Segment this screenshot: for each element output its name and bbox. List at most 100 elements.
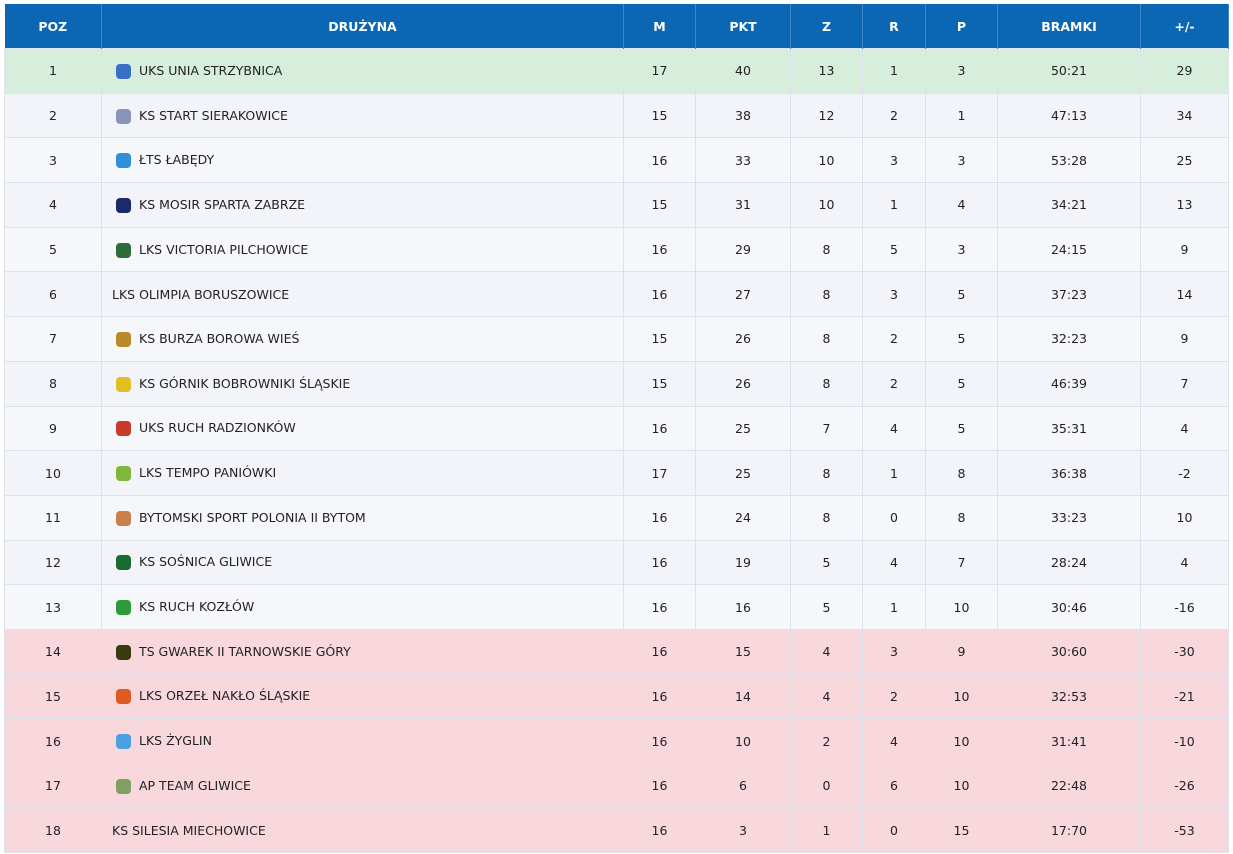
team-name[interactable]: KS MOSIR SPARTA ZABRZE — [139, 196, 306, 212]
stat-cell: 10 — [695, 718, 791, 764]
team-cell: KS MOSIR SPARTA ZABRZE — [101, 182, 624, 228]
column-header[interactable]: BRAMKI — [997, 4, 1141, 49]
stat-cell: 28:24 — [997, 539, 1141, 586]
stat-cell: 14 — [1140, 271, 1229, 318]
stat-cell: 10 — [925, 673, 998, 720]
stat-cell: 0 — [862, 494, 926, 541]
stat-cell: 4 — [1140, 405, 1229, 452]
stat-cell: 8 — [790, 316, 863, 362]
stat-cell: 6 — [4, 271, 102, 318]
team-row[interactable]: 7 KS BURZA BOROWA WIEŚ 15 26 8 2 5 32:23 9 — [4, 316, 1229, 362]
stat-cell: 1 — [925, 92, 998, 139]
stat-cell: 27 — [695, 271, 791, 318]
team-row[interactable]: 14 TS GWAREK II TARNOWSKIE GÓRY 16 15 4 3 9 30:… — [4, 628, 1229, 675]
column-header[interactable]: M — [623, 4, 696, 49]
team-row[interactable]: 13 KS RUCH KOZŁÓW 16 16 5 1 10 30:46 -16 — [4, 584, 1229, 630]
team-row[interactable]: 5 LKS VICTORIA PILCHOWICE 16 29 8 5 3 24:15 9 — [4, 226, 1229, 273]
team-name[interactable]: KS SOŚNICA GLIWICE — [139, 554, 273, 570]
stat-cell: 15 — [4, 673, 102, 720]
stat-cell: 14 — [4, 628, 102, 675]
stat-cell: 13 — [1140, 182, 1229, 228]
stat-cell: 16 — [623, 807, 696, 854]
team-row[interactable]: 4 KS MOSIR SPARTA ZABRZE 15 31 10 1 4 34:21 13 — [4, 182, 1229, 228]
team-logo — [116, 421, 131, 437]
team-row[interactable]: 2 KS START SIERAKOWICE 15 38 12 2 1 47:13 34 — [4, 92, 1229, 139]
team-logo — [116, 108, 131, 124]
stat-cell: 5 — [925, 405, 998, 452]
stat-cell: 15 — [623, 92, 696, 139]
stat-cell: 9 — [1140, 316, 1229, 362]
team-name[interactable]: UKS RUCH RADZIONKÓW — [139, 420, 296, 436]
stat-cell: 3 — [862, 137, 926, 184]
team-name[interactable]: BYTOMSKI SPORT POLONIA II BYTOM — [139, 509, 366, 525]
stat-cell: 5 — [925, 316, 998, 362]
team-row[interactable]: 1 UKS UNIA STRZYBNICA 17 40 13 1 3 50:21 29 — [4, 48, 1229, 94]
stat-cell: 1 — [862, 450, 926, 496]
team-name[interactable]: UKS UNIA STRZYBNICA — [139, 62, 283, 78]
team-name[interactable]: LKS TEMPO PANIÓWKI — [139, 465, 277, 481]
team-name[interactable]: LKS VICTORIA PILCHOWICE — [139, 241, 309, 257]
stat-cell: -21 — [1140, 673, 1229, 720]
stat-cell: 15 — [623, 316, 696, 362]
team-cell: LKS OLIMPIA BORUSZOWICE — [101, 271, 624, 318]
team-row[interactable]: 12 KS SOŚNICA GLIWICE 16 19 5 4 7 28:24 4 — [4, 539, 1229, 586]
stat-cell: 3 — [925, 48, 998, 94]
team-row[interactable]: 3 ŁTS ŁABĘDY 16 33 10 3 3 53:28 25 — [4, 137, 1229, 184]
column-header[interactable]: P — [925, 4, 998, 49]
stat-cell: 37:23 — [997, 271, 1141, 318]
stat-cell: 5 — [790, 584, 863, 630]
stat-cell: 3 — [695, 807, 791, 854]
column-header[interactable]: PKT — [695, 4, 791, 49]
stat-cell: 50:21 — [997, 48, 1141, 94]
stat-cell: -30 — [1140, 628, 1229, 675]
stat-cell: 8 — [4, 360, 102, 407]
team-name[interactable]: KS GÓRNIK BOBROWNIKI ŚLĄSKIE — [139, 375, 351, 391]
team-name[interactable]: KS SILESIA MIECHOWICE — [112, 823, 266, 839]
stat-cell: 26 — [695, 360, 791, 407]
team-row[interactable]: 6 LKS OLIMPIA BORUSZOWICE 16 27 8 3 5 37:23 14 — [4, 271, 1229, 318]
stat-cell: 1 — [862, 584, 926, 630]
stat-cell: 34:21 — [997, 182, 1141, 228]
column-header[interactable]: POZ — [4, 4, 102, 49]
team-logo — [116, 466, 131, 482]
stat-cell: -53 — [1140, 807, 1229, 854]
team-name[interactable]: KS START SIERAKOWICE — [139, 107, 288, 123]
column-header[interactable]: DRUŻYNA — [101, 4, 624, 49]
team-row[interactable]: 16 LKS ŻYGLIN 16 10 2 4 10 31:41 -10 — [4, 718, 1229, 764]
team-logo — [116, 376, 131, 392]
column-header[interactable]: Z — [790, 4, 863, 49]
team-name[interactable]: LKS ORZEŁ NAKŁO ŚLĄSKIE — [139, 688, 311, 704]
team-cell: TS GWAREK II TARNOWSKIE GÓRY — [101, 628, 624, 675]
team-row[interactable]: 10 LKS TEMPO PANIÓWKI 17 25 8 1 8 36:38 -2 — [4, 450, 1229, 496]
stat-cell: 16 — [623, 405, 696, 452]
stat-cell: 8 — [790, 450, 863, 496]
stat-cell: 16 — [623, 763, 696, 809]
team-name[interactable]: AP TEAM GLIWICE — [139, 777, 251, 793]
team-name[interactable]: KS RUCH KOZŁÓW — [139, 599, 255, 615]
stat-cell: 29 — [1140, 48, 1229, 94]
team-name[interactable]: TS GWAREK II TARNOWSKIE GÓRY — [139, 643, 351, 659]
stat-cell: 1 — [862, 48, 926, 94]
stat-cell: 1 — [862, 182, 926, 228]
stat-cell: 10 — [925, 763, 998, 809]
team-name[interactable]: KS BURZA BOROWA WIEŚ — [139, 330, 300, 346]
team-row[interactable]: 15 LKS ORZEŁ NAKŁO ŚLĄSKIE 16 14 4 2 10 32:53 -2… — [4, 673, 1229, 720]
team-row[interactable]: 8 KS GÓRNIK BOBROWNIKI ŚLĄSKIE 15 26 8 2 5 46:3… — [4, 360, 1229, 407]
stat-cell: -2 — [1140, 450, 1229, 496]
stat-cell: 7 — [925, 539, 998, 586]
stat-cell: 15 — [623, 182, 696, 228]
stat-cell: 16 — [623, 539, 696, 586]
team-row[interactable]: 9 UKS RUCH RADZIONKÓW 16 25 7 4 5 35:31 4 — [4, 405, 1229, 452]
stat-cell: 10 — [925, 718, 998, 764]
stat-cell: 7 — [4, 316, 102, 362]
team-name[interactable]: LKS ŻYGLIN — [139, 733, 212, 749]
team-row[interactable]: 11 BYTOMSKI SPORT POLONIA II BYTOM 16 24 8 0 8… — [4, 494, 1229, 541]
team-name[interactable]: ŁTS ŁABĘDY — [139, 152, 215, 168]
team-row[interactable]: 17 AP TEAM GLIWICE 16 6 0 6 10 22:48 -26 — [4, 763, 1229, 809]
stat-cell: 12 — [790, 92, 863, 139]
team-name[interactable]: LKS OLIMPIA BORUSZOWICE — [112, 286, 290, 302]
column-header[interactable]: +/- — [1140, 4, 1229, 49]
column-header[interactable]: R — [862, 4, 926, 49]
team-logo — [116, 331, 131, 347]
team-row[interactable]: 18 KS SILESIA MIECHOWICE 16 3 1 0 15 17:70 -53 — [4, 807, 1229, 854]
